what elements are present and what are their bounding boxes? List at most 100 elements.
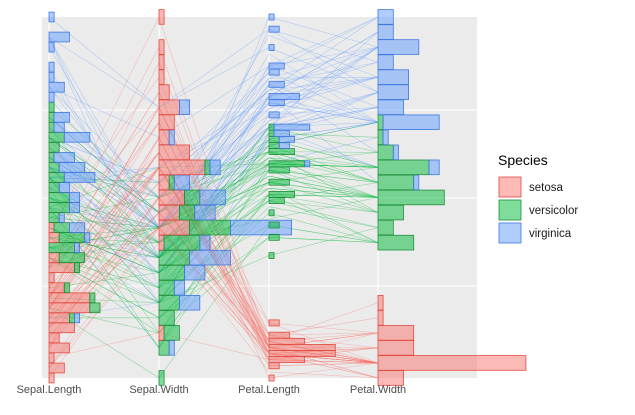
- hist-bar-petal-length-versicolor-4.9: [268, 135, 280, 143]
- line-setosa-42: [48, 151, 379, 342]
- hist-bar-sepal-width-versicolor-2: [158, 370, 165, 386]
- hist-bar-sepal-length-versicolor-5.5: [58, 252, 86, 264]
- hist-bar-sepal-width-virginica-2.6: [173, 279, 185, 296]
- hist-bar-sepal-length-virginica-7.1: [48, 91, 55, 103]
- line-versicolor-32: [48, 200, 379, 274]
- hist-bar-petal-length-virginica-4.9: [278, 135, 295, 143]
- hist-bar-sepal-length-versicolor-4.9: [69, 312, 75, 324]
- line-virginica-27: [48, 122, 379, 228]
- line-virginica-49: [48, 122, 379, 228]
- hist-bar-sepal-width-versicolor-2.9: [163, 234, 201, 251]
- line-virginica-5: [48, 35, 379, 229]
- line-setosa-9: [48, 212, 379, 379]
- hist-bar-sepal-width-virginica-2.8: [189, 249, 231, 266]
- line-setosa-8: [48, 242, 379, 369]
- hist-bar-sepal-length-setosa-5.1: [48, 292, 91, 304]
- hist-bar-petal-length-versicolor-3.5: [268, 221, 280, 229]
- line-virginica-20: [48, 46, 379, 198]
- hist-bar-petal-length-versicolor-4.2: [268, 178, 290, 186]
- hist-bar-petal-width-virginica-2.4: [377, 24, 394, 40]
- hist-bar-petal-length-versicolor-4.8: [268, 142, 280, 149]
- hist-bar-sepal-width-setosa-4: [158, 69, 165, 85]
- hist-bar-sepal-length-setosa-5: [48, 302, 91, 314]
- axis-label-sepal-width: Sepal.Width: [129, 384, 188, 396]
- hist-bar-petal-length-versicolor-3.7: [268, 209, 275, 217]
- hist-bar-sepal-length-versicolor-6.6: [48, 141, 60, 153]
- line-virginica-43: [48, 46, 379, 198]
- hist-bar-sepal-length-virginica-6.8: [53, 122, 65, 133]
- line-setosa-41: [48, 197, 379, 369]
- hist-bar-sepal-width-virginica-3.4: [209, 159, 221, 176]
- hist-bar-sepal-width-setosa-3.3: [158, 174, 170, 191]
- hist-bar-sepal-width-setosa-4.1: [158, 54, 165, 70]
- line-virginica-44: [48, 16, 379, 183]
- hist-bar-petal-width-setosa-0.5: [377, 310, 384, 326]
- hist-bar-petal-width-versicolor-1.1: [377, 219, 394, 236]
- hist-bar-petal-width-virginica-2.2: [377, 54, 394, 70]
- line-virginica-7: [48, 53, 379, 244]
- hist-bar-sepal-length-virginica-6.5: [53, 152, 75, 163]
- hist-bar-sepal-length-setosa-5.5: [48, 252, 60, 264]
- hist-bar-sepal-length-versicolor-5.1: [89, 292, 96, 304]
- hist-bar-sepal-length-setosa-4.8: [48, 322, 75, 334]
- hist-bar-sepal-width-virginica-2.2: [168, 340, 175, 356]
- hist-bar-sepal-width-setosa-3.1: [158, 204, 180, 221]
- hist-bar-petal-length-virginica-5.5: [268, 99, 285, 107]
- hist-bar-sepal-length-versicolor-5.4: [74, 262, 80, 273]
- hist-bar-sepal-length-virginica-6.4: [58, 162, 86, 173]
- line-setosa-46: [48, 197, 379, 364]
- hist-bar-sepal-length-versicolor-6.4: [48, 162, 60, 173]
- hist-bar-sepal-length-setosa-5.4: [48, 262, 75, 273]
- line-virginica-36: [48, 31, 379, 178]
- hist-bar-sepal-width-versicolor-3.2: [184, 189, 201, 206]
- hist-bar-petal-length-virginica-5.8: [268, 80, 285, 88]
- line-setosa-37: [48, 227, 379, 369]
- axis-label-sepal-length: Sepal.Length: [17, 384, 82, 396]
- hist-bar-sepal-width-virginica-3.2: [199, 189, 226, 206]
- hist-bar-petal-length-versicolor-5: [268, 129, 275, 137]
- line-versicolor-7: [49, 237, 379, 319]
- line-virginica-4: [48, 61, 379, 228]
- hist-bar-petal-width-setosa-0.2: [377, 355, 527, 371]
- hist-bar-sepal-length-versicolor-6.9: [48, 112, 55, 123]
- hist-bar-sepal-width-setosa-3.9: [158, 84, 170, 100]
- hist-bar-petal-width-virginica-1.8: [382, 114, 440, 131]
- line-setosa-35: [48, 197, 379, 367]
- hist-bar-petal-length-versicolor-4.5: [268, 160, 306, 168]
- line-versicolor-48: [48, 227, 379, 304]
- hist-bar-sepal-length-virginica-7.4: [48, 61, 55, 73]
- hist-bar-petal-length-setosa-1: [268, 374, 275, 382]
- hist-bar-sepal-length-virginica-7.7: [48, 31, 70, 43]
- hist-bar-sepal-length-setosa-5.3: [48, 272, 55, 283]
- hist-bar-sepal-length-setosa-4.5: [48, 352, 55, 364]
- line-virginica-32: [48, 61, 379, 259]
- hist-bar-petal-length-setosa-1.3: [268, 356, 306, 364]
- line-versicolor-39: [48, 194, 379, 304]
- hist-bar-sepal-width-setosa-3.6: [158, 129, 170, 146]
- hist-bar-petal-width-setosa-0.4: [377, 325, 415, 341]
- line-setosa-4: [48, 136, 379, 364]
- hist-bar-sepal-width-versicolor-3.1: [178, 204, 196, 221]
- line-versicolor-1: [48, 163, 379, 198]
- hist-bar-sepal-width-virginica-3.6: [168, 129, 175, 146]
- hist-bar-sepal-width-versicolor-3: [189, 219, 231, 236]
- hist-bar-sepal-width-virginica-3.1: [194, 204, 216, 221]
- hist-bar-sepal-width-versicolor-2.5: [158, 294, 180, 311]
- hist-bar-petal-width-versicolor-1.3: [377, 189, 445, 206]
- hist-bar-petal-length-virginica-4.8: [278, 142, 290, 149]
- legend-key-versicolor: [498, 199, 522, 221]
- hist-bar-sepal-width-versicolor-2.6: [158, 279, 175, 296]
- hist-bar-petal-length-virginica-5.1: [273, 123, 311, 131]
- hist-bar-sepal-length-virginica-6.2: [58, 182, 70, 193]
- line-setosa-1: [48, 227, 379, 364]
- hist-bar-petal-width-versicolor-1.8: [377, 114, 384, 131]
- hist-bar-petal-length-setosa-1.9: [268, 319, 280, 327]
- hist-bar-sepal-length-virginica-5.6: [74, 242, 80, 253]
- line-virginica-19: [48, 132, 379, 349]
- legend-label-versicolor: versicolor: [529, 205, 578, 217]
- hist-bar-sepal-width-setosa-3.5: [158, 144, 191, 161]
- hist-bar-sepal-width-virginica-2.9: [199, 234, 211, 251]
- line-versicolor-43: [48, 237, 379, 334]
- hist-bar-sepal-length-virginica-7.2: [48, 81, 65, 93]
